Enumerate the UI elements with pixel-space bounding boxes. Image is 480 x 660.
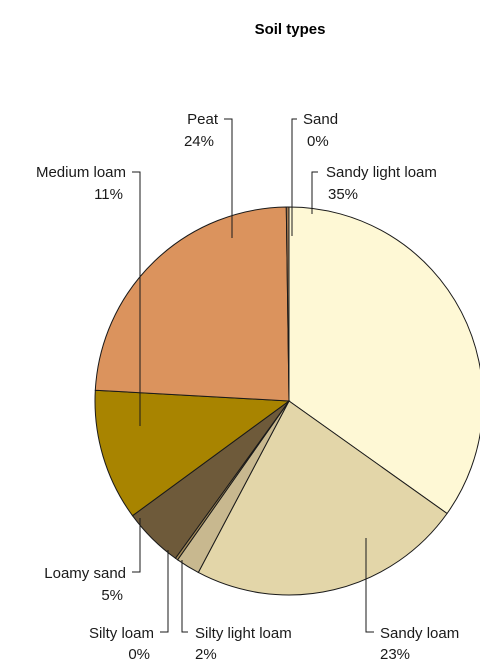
leader-loamy-sand — [132, 518, 141, 573]
label-sandy-loam-name: Sandy loam — [380, 625, 459, 642]
label-peat-value: 24% — [184, 133, 214, 150]
slice-medium-loam — [94, 389, 291, 517]
label-loamy-sand-value: 5% — [101, 587, 123, 604]
leader-peat — [224, 118, 233, 238]
leader-lines — [132, 118, 374, 633]
leader-sand — [291, 118, 297, 236]
label-peat-name: Peat — [187, 111, 219, 128]
label-silty-loam-value: 0% — [128, 646, 150, 660]
leader-sandy-light-loam — [311, 171, 318, 214]
pie-slices — [94, 206, 480, 596]
label-loamy-sand-name: Loamy sand — [44, 565, 126, 582]
label-sandy-loam-value: 23% — [380, 646, 410, 660]
slice-sand — [285, 206, 290, 402]
slice-sandy-loam — [197, 400, 448, 596]
leader-silty-loam — [160, 550, 169, 633]
label-sand-name: Sand — [303, 111, 338, 128]
slice-peat — [94, 206, 290, 402]
label-medium-loam-name: Medium loam — [36, 164, 126, 181]
label-silty-light-loam-name: Silty light loam — [195, 625, 292, 642]
label-sandy-light-loam-name: Sandy light loam — [326, 164, 437, 181]
leader-silty-light-loam — [181, 560, 188, 633]
label-sandy-light-loam-value: 35% — [328, 186, 358, 203]
slice-sandy-light-loam — [288, 206, 480, 515]
label-medium-loam-value: 11% — [94, 186, 123, 203]
leader-medium-loam — [132, 171, 141, 426]
label-silty-light-loam-value: 2% — [195, 646, 217, 660]
chart-title: Soil types — [255, 21, 326, 38]
slice-labels: Peat 24% Sand 0% Sandy light loam 35% Me… — [36, 111, 459, 660]
label-sand-value: 0% — [307, 133, 329, 150]
label-silty-loam-name: Silty loam — [89, 625, 154, 642]
leader-sandy-loam — [365, 538, 374, 633]
